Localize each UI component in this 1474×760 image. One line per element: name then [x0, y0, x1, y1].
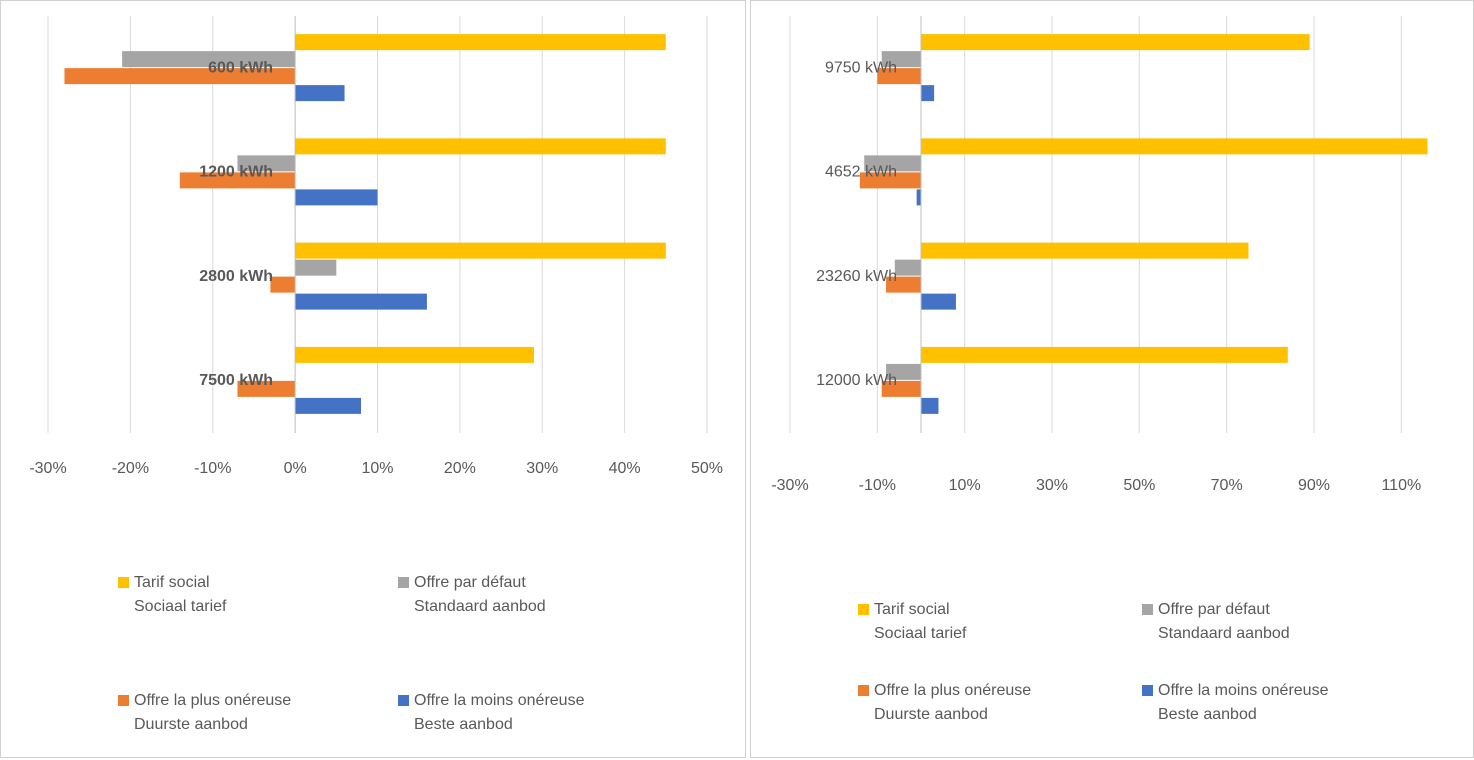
- x-tick-label: 30%: [526, 460, 558, 477]
- bar: [270, 276, 296, 293]
- bar: [64, 68, 296, 85]
- x-tick-label: 30%: [1036, 477, 1068, 494]
- x-tick-label: 70%: [1211, 477, 1243, 494]
- x-tick-label: 90%: [1298, 477, 1330, 494]
- x-tick-label: -30%: [29, 460, 66, 477]
- bar: [295, 397, 362, 414]
- bar: [921, 346, 1288, 363]
- bar: [864, 155, 921, 172]
- legend-swatch: [398, 577, 409, 588]
- bar: [295, 293, 427, 310]
- chart-panel: -30% -20% -10% 0% 10% 20% 30% 40% 50% 600 kWh 1200…: [0, 0, 746, 758]
- legend-label: Offre par défaut Standaard aanbod: [414, 574, 546, 615]
- x-tick-label: 20%: [444, 460, 476, 477]
- legend-swatch: [398, 695, 409, 706]
- category-label: 4652 kWh: [825, 164, 897, 181]
- bar: [237, 380, 296, 397]
- legend-swatch: [118, 577, 129, 588]
- x-tick-label: 110%: [1381, 477, 1421, 494]
- x-tick-label: -10%: [194, 460, 231, 477]
- bar: [881, 380, 921, 397]
- bar: [237, 155, 296, 172]
- category-label: 1200 kWh: [199, 164, 273, 181]
- bar: [921, 293, 956, 310]
- legend-item: Tarif social Sociaal tarief: [118, 571, 227, 619]
- bar: [894, 259, 921, 276]
- bar: [122, 51, 296, 68]
- bar: [859, 172, 921, 189]
- bar: [916, 189, 921, 206]
- x-tick-label: -10%: [859, 477, 896, 494]
- category-label: 9750 kWh: [825, 59, 897, 76]
- bar: [886, 276, 921, 293]
- x-tick-label: 0%: [284, 460, 307, 477]
- bar: [295, 34, 666, 51]
- bar: [295, 189, 378, 206]
- bar: [295, 85, 345, 102]
- bar: [921, 34, 1310, 51]
- chart: -30% -10% 10% 30% 50% 70% 90% 110% 9750 kWh 4652 …: [771, 16, 1428, 494]
- bar: [295, 346, 535, 363]
- bar: [295, 259, 337, 276]
- x-tick-label: 10%: [361, 460, 393, 477]
- x-tick-label: 40%: [609, 460, 641, 477]
- bar: [921, 242, 1249, 259]
- category-label: 23260 kWh: [816, 268, 897, 285]
- legend-swatch: [858, 604, 869, 615]
- legend-swatch: [858, 685, 869, 696]
- legend-item: Offre la moins onéreuse Beste aanbod: [1142, 679, 1329, 727]
- bar: [295, 242, 666, 259]
- legend-item: Offre par défaut Standaard aanbod: [398, 571, 546, 619]
- legend-label: Offre la moins onéreuse Beste aanbod: [414, 692, 585, 733]
- legend-swatch: [1142, 685, 1153, 696]
- category-label: 600 kWh: [208, 59, 273, 76]
- bar: [877, 68, 921, 85]
- legend-item: Offre la plus onéreuse Duurste aanbod: [858, 679, 1032, 727]
- legend-label: Tarif social Sociaal tarief: [134, 574, 227, 615]
- bar: [881, 51, 921, 68]
- legend-label: Tarif social Sociaal tarief: [874, 601, 967, 642]
- x-tick-label: -20%: [112, 460, 149, 477]
- legend-item: Tarif social Sociaal tarief: [858, 598, 967, 646]
- legend-label: Offre par défaut Standaard aanbod: [1158, 601, 1290, 642]
- bar: [179, 172, 296, 189]
- bar: [921, 138, 1428, 155]
- x-tick-label: 50%: [1123, 477, 1155, 494]
- category-label: 7500 kWh: [199, 372, 273, 389]
- legend-label: Offre la plus onéreuse Duurste aanbod: [134, 692, 292, 733]
- bar: [886, 363, 921, 380]
- x-tick-label: 50%: [691, 460, 723, 477]
- legend-item: Offre la moins onéreuse Beste aanbod: [398, 689, 585, 737]
- bar: [921, 85, 935, 102]
- x-tick-label: 10%: [949, 477, 981, 494]
- bar: [921, 397, 939, 414]
- legend-item: Offre par défaut Standaard aanbod: [1142, 598, 1290, 646]
- legend-label: Offre la moins onéreuse Beste aanbod: [1158, 682, 1329, 723]
- chart-panel: -30% -10% 10% 30% 50% 70% 90% 110% 9750 kWh 4652 …: [750, 0, 1474, 758]
- category-label: 2800 kWh: [199, 268, 273, 285]
- category-label: 12000 kWh: [816, 372, 897, 389]
- legend-item: Offre la plus onéreuse Duurste aanbod: [118, 689, 292, 737]
- x-tick-label: -30%: [771, 477, 808, 494]
- chart: -30% -20% -10% 0% 10% 20% 30% 40% 50% 600 kWh 1200…: [29, 16, 723, 477]
- bar: [295, 138, 666, 155]
- legend-swatch: [1142, 604, 1153, 615]
- legend-label: Offre la plus onéreuse Duurste aanbod: [874, 682, 1032, 723]
- legend-swatch: [118, 695, 129, 706]
